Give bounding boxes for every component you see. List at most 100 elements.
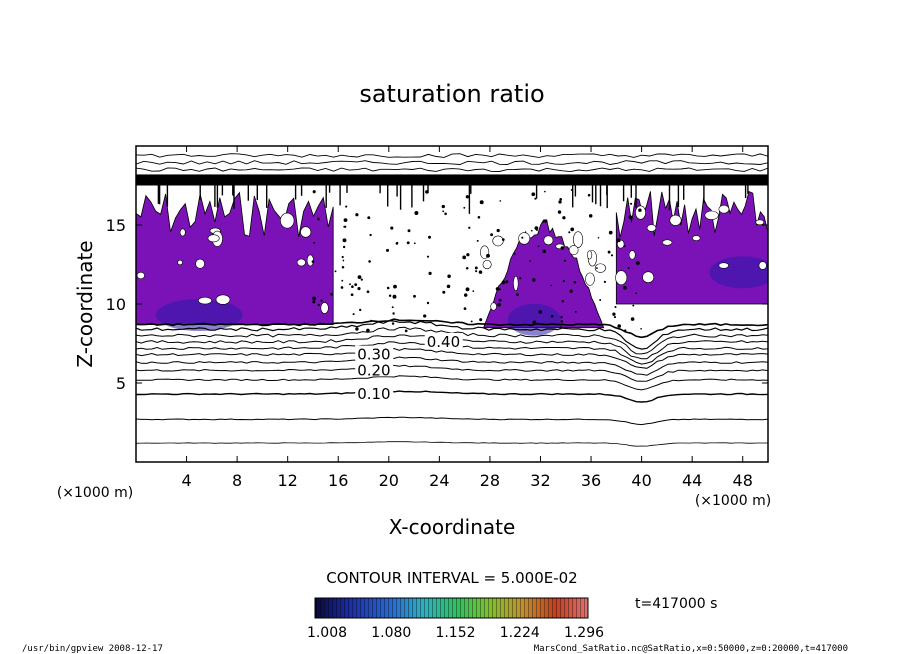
speckle [312,190,316,194]
speckle [396,241,399,244]
speckle [574,310,577,313]
region-hole [568,245,579,256]
speckle [537,245,540,248]
contour-line-11 [136,318,768,339]
region-hole [704,210,719,220]
speckle [344,225,347,228]
x-tick-label-8: 8 [232,471,242,490]
speckle [570,227,575,232]
contour-lines [136,318,768,447]
region-hole [482,259,492,270]
speckle [392,294,397,299]
contour-interval-text: CONTOUR INTERVAL = 5.000E-02 [326,569,577,587]
speckle [330,292,333,296]
speckle [369,233,372,237]
saturation-regions [136,188,768,336]
speckle [444,212,447,216]
speckle [486,253,490,258]
speckle [404,329,408,333]
speckle [542,249,546,254]
x-tick-label-28: 28 [480,471,500,490]
speckle [573,281,577,284]
contour-label-bg [355,385,394,401]
x-tick-label-44: 44 [682,471,702,490]
speckle [355,213,359,217]
region-hole [490,302,497,311]
speckle [468,226,471,229]
speckle [597,236,600,239]
speckle [495,287,500,291]
region-hole [195,258,205,269]
upper-contour-0 [136,167,768,173]
speckle [568,231,571,234]
speckle [632,304,635,307]
y-tick-label-15: 15 [106,216,126,235]
region-hole [718,262,729,269]
speckle [391,306,394,309]
speckle [428,235,431,239]
speckle [479,200,484,205]
speckle [391,322,395,325]
speckle [478,270,483,274]
region-hole [758,261,767,270]
speckle [638,208,642,212]
speckle [538,310,543,314]
speckle [608,230,613,235]
region-hole [628,250,636,260]
y-tick-label-5: 5 [116,374,126,393]
speckle [617,324,621,328]
speckle [463,206,466,209]
speckle [599,299,602,301]
contour-line-10 [136,320,768,350]
speckle [466,253,470,257]
speckle [446,284,451,289]
speckle [312,300,316,304]
speckle [312,296,317,301]
speckle [406,241,410,245]
speckle [317,303,321,307]
region-hole [320,302,329,314]
speckle [465,287,470,292]
contour-line-5 [136,356,768,376]
speckle [474,266,478,270]
speckle [352,313,355,316]
speckle [386,286,390,290]
speckle [614,305,617,309]
speckle [557,210,562,214]
speckle [499,288,502,291]
speckle [357,275,362,280]
speckle [588,214,593,218]
x-unit-label: (×1000 m) [695,493,771,509]
speckle [640,327,642,330]
speckle [349,283,351,286]
contour-label-bg [424,332,463,348]
contour-line-4 [136,364,768,382]
speckle [501,280,506,285]
speckle [630,202,633,205]
speckle [465,266,469,270]
colorbar-stripes [315,598,588,618]
speckle [623,285,627,290]
region-hole [296,258,306,267]
speckle [479,318,483,322]
speckle [530,229,533,232]
speckle [544,190,546,193]
speckle [516,293,519,297]
contour-label-0.10: 0.10 [357,385,390,403]
region-hole [300,226,312,238]
speckle [550,284,553,287]
speckle [532,278,536,282]
speckle [476,239,479,242]
speckle [531,192,536,197]
speckle [423,314,427,318]
speckle [529,260,532,262]
colorbar-label-4: 1.296 [564,625,604,641]
speckle [428,271,432,275]
speckle [560,320,564,323]
dense-contour-band [136,174,768,186]
region-hole [615,270,628,286]
speckle [390,226,394,230]
speckle [562,279,566,283]
x-tick-label-36: 36 [581,471,601,490]
